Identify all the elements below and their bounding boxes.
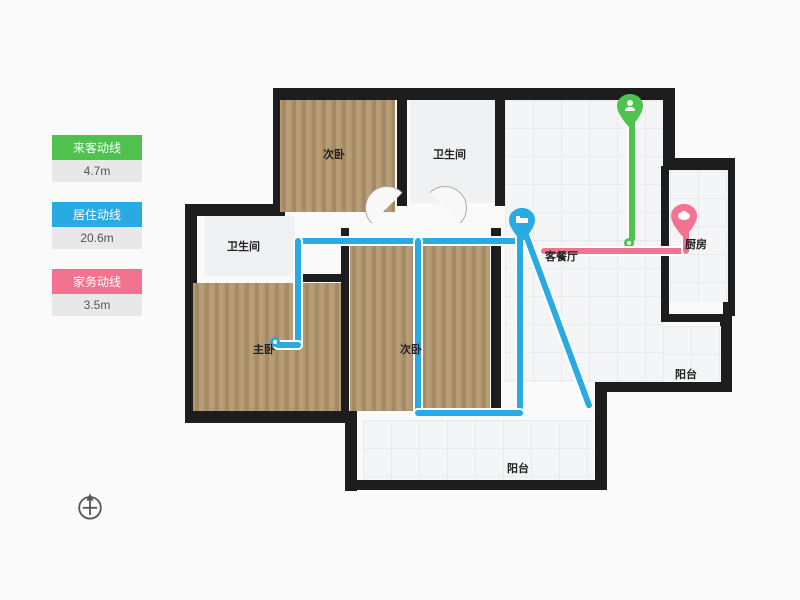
- wall-outer: [185, 204, 285, 216]
- room-label: 阳台: [675, 366, 697, 382]
- wall-outer: [273, 88, 673, 100]
- path-segment: [295, 238, 301, 348]
- wall: [661, 166, 669, 316]
- legend-item-guest: 来客动线 4.7m: [52, 135, 142, 182]
- path-segment: [295, 238, 523, 244]
- floor-plan: 次卧卫生间卫生间客餐厅厨房主卧次卧阳台阳台: [175, 78, 745, 548]
- wall-outer: [185, 411, 355, 423]
- wall-outer: [720, 314, 732, 392]
- legend-value: 3.5m: [52, 294, 142, 316]
- wall: [495, 96, 505, 206]
- room-label: 卫生间: [227, 238, 260, 254]
- path-segment: [629, 116, 635, 242]
- path-segment: [415, 238, 421, 416]
- room-label: 主卧: [253, 341, 275, 357]
- wall-outer: [595, 382, 607, 490]
- wall-outer: [345, 480, 605, 490]
- legend-label: 家务动线: [52, 269, 142, 294]
- wall: [341, 228, 349, 416]
- door-arc: [365, 186, 409, 230]
- room-阳台2: [363, 420, 593, 480]
- compass-icon: [72, 488, 108, 529]
- legend-value: 20.6m: [52, 227, 142, 249]
- room-label: 卫生间: [433, 146, 466, 162]
- wall-outer: [345, 411, 357, 491]
- room-label: 次卧: [400, 341, 422, 357]
- room-label: 阳台: [507, 460, 529, 476]
- legend-label: 居住动线: [52, 202, 142, 227]
- wall-outer: [663, 88, 675, 166]
- path-segment: [415, 410, 523, 416]
- legend-item-chores: 家务动线 3.5m: [52, 269, 142, 316]
- marker-chores-icon: [671, 204, 697, 238]
- path-segment: [517, 224, 523, 416]
- door-arc: [423, 186, 467, 230]
- room-label: 次卧: [323, 146, 345, 162]
- legend: 来客动线 4.7m 居住动线 20.6m 家务动线 3.5m: [52, 135, 142, 336]
- marker-guest-icon: [617, 94, 643, 128]
- legend-label: 来客动线: [52, 135, 142, 160]
- room-label: 客餐厅: [545, 248, 578, 264]
- marker-living-icon: [509, 208, 535, 242]
- wall: [661, 314, 725, 322]
- wall-outer: [595, 382, 730, 392]
- legend-value: 4.7m: [52, 160, 142, 182]
- wall: [491, 228, 501, 416]
- room-label: 厨房: [685, 236, 707, 252]
- legend-item-living: 居住动线 20.6m: [52, 202, 142, 249]
